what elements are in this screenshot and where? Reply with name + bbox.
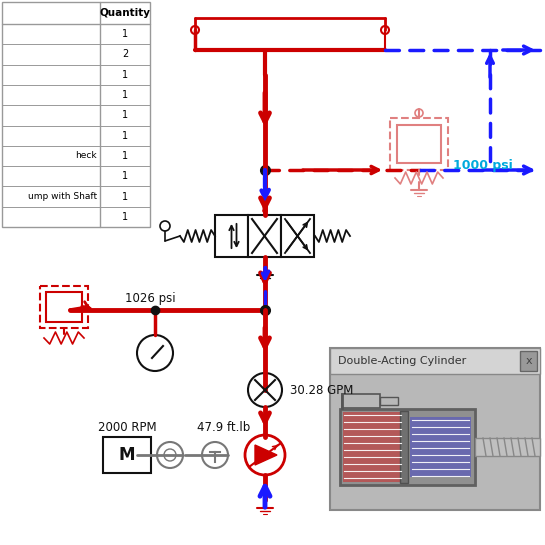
Text: M: M — [119, 446, 135, 464]
Bar — [330, 348, 540, 510]
Bar — [340, 409, 475, 485]
Bar — [397, 125, 441, 163]
Bar — [2, 2, 150, 227]
Polygon shape — [255, 445, 277, 465]
Bar — [400, 411, 408, 483]
Bar — [281, 215, 314, 257]
Text: heck: heck — [75, 152, 97, 160]
Circle shape — [248, 373, 282, 407]
Text: 2000 RPM: 2000 RPM — [98, 421, 156, 433]
Bar — [330, 348, 540, 374]
Circle shape — [157, 442, 183, 468]
Text: x: x — [526, 356, 532, 366]
Text: 1: 1 — [122, 70, 128, 80]
Bar — [390, 118, 448, 170]
Text: Quantity: Quantity — [100, 8, 150, 18]
Text: 1: 1 — [122, 212, 128, 222]
Bar — [342, 394, 380, 408]
Text: 1000 psi: 1000 psi — [453, 159, 513, 172]
Bar — [248, 215, 281, 257]
Text: Double-Acting Cylinder: Double-Acting Cylinder — [338, 356, 467, 366]
Text: 1: 1 — [122, 110, 128, 120]
Text: 47.9 ft.lb: 47.9 ft.lb — [197, 421, 250, 433]
Text: 1: 1 — [122, 151, 128, 161]
Text: 1: 1 — [122, 171, 128, 181]
Circle shape — [137, 335, 173, 371]
Text: 1026 psi: 1026 psi — [125, 292, 175, 305]
Bar — [380, 397, 398, 405]
Bar — [343, 412, 401, 482]
Text: 30.28 GPM: 30.28 GPM — [290, 384, 353, 397]
Text: ump with Shaft: ump with Shaft — [28, 192, 97, 201]
Bar — [410, 417, 471, 477]
Circle shape — [202, 442, 228, 468]
Bar — [520, 351, 537, 371]
Bar — [475, 438, 540, 456]
Text: 1: 1 — [122, 191, 128, 202]
Bar — [215, 215, 248, 257]
Text: 2: 2 — [122, 50, 128, 59]
Text: 1: 1 — [122, 131, 128, 141]
Bar — [103, 437, 151, 473]
Circle shape — [245, 435, 285, 475]
Bar — [46, 292, 82, 322]
Text: 1: 1 — [122, 90, 128, 100]
Bar — [40, 286, 88, 328]
Text: 1: 1 — [122, 29, 128, 39]
